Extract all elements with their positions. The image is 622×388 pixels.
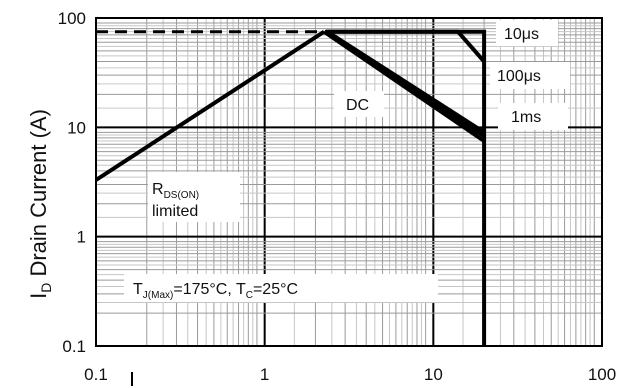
y-tick-label: 10 xyxy=(67,118,86,137)
label-bg-dc xyxy=(334,91,384,117)
rds-subscript: DS(ON) xyxy=(164,190,200,201)
x-tick-label: 100 xyxy=(588,365,616,384)
annotation-conditions: TJ(Max)=175°C, TC=25°C xyxy=(133,281,298,301)
label-bg-100us xyxy=(490,62,570,89)
series-line-1 xyxy=(94,30,326,182)
annotation-dc: DC xyxy=(346,97,369,114)
annotation-limited: limited xyxy=(152,203,198,220)
annotation-10us: 10μs xyxy=(504,26,539,43)
cond-t-sub: J(Max) xyxy=(143,290,174,301)
cond-c-sub: C xyxy=(246,290,253,301)
x-tick-label: 10 xyxy=(424,365,443,384)
annotation-100us: 100μs xyxy=(497,68,541,85)
y-axis-label-main: I xyxy=(26,293,51,299)
label-bg-10us xyxy=(496,20,558,46)
annotation-rds-on: RDS(ON) xyxy=(152,181,199,201)
cond-c-value: =25°C xyxy=(253,281,298,298)
cond-t: T xyxy=(133,281,143,298)
label-bg-1ms xyxy=(498,103,568,130)
cond-t-value: =175°C, T xyxy=(173,281,246,298)
label-bg-conditions xyxy=(124,274,438,302)
y-tick-label: 100 xyxy=(58,9,86,28)
y-tick-labels: 0.1 1 10 100 xyxy=(58,9,86,356)
y-axis-label: ID Drain Current (A) xyxy=(26,109,54,299)
series-line-6 xyxy=(325,29,487,346)
rds-r: R xyxy=(152,181,164,198)
label-bg-rds xyxy=(148,172,240,222)
x-tick-label: 0.1 xyxy=(84,365,108,384)
y-tick-label: 1 xyxy=(77,228,86,247)
plot-frame xyxy=(95,17,603,347)
y-axis-label-sub: D xyxy=(38,283,54,293)
series-line-4 xyxy=(326,30,486,134)
x-tick-labels: 0.1 1 10 100 xyxy=(84,365,616,384)
x-tick-label: 1 xyxy=(260,365,269,384)
annotation-1ms: 1ms xyxy=(511,109,541,126)
y-tick-label: 0.1 xyxy=(62,337,86,356)
y-axis-label-rest: Drain Current (A) xyxy=(26,109,51,283)
series-group xyxy=(94,29,487,346)
